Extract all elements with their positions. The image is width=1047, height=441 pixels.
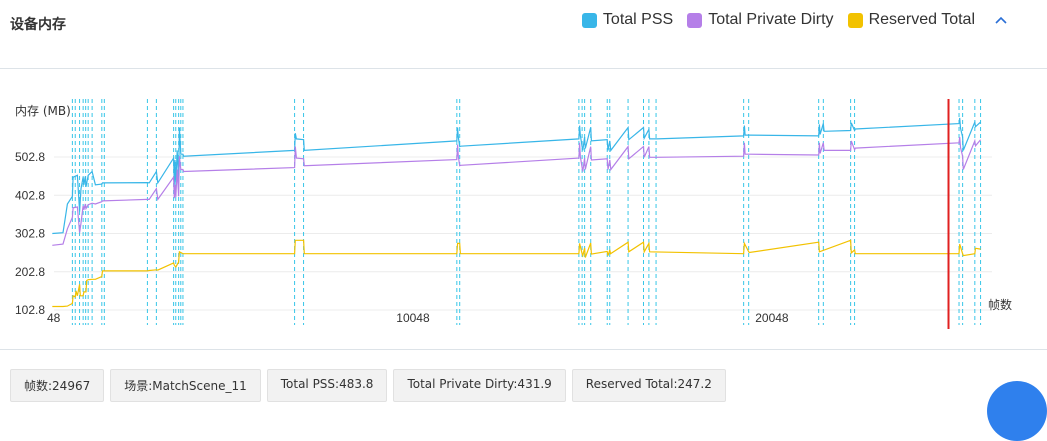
x-tick-label: 10048 (396, 311, 430, 325)
info-total-private-dirty: Total Private Dirty:431.9 (393, 369, 566, 402)
memory-line-chart[interactable]: 502.8 402.8 302.8 202.8 102.8 内存 (MB) 48 10048 2… (0, 69, 1047, 349)
series-line (52, 239, 981, 308)
y-axis-label: 内存 (MB) (15, 104, 71, 118)
chevron-up-icon (995, 16, 1007, 24)
legend-swatch-total-pss (581, 12, 597, 28)
legend-swatch-total-private-dirty (687, 12, 703, 28)
y-tick-label: 102.8 (15, 303, 45, 317)
info-scene: 场景:MatchScene_11 (110, 369, 261, 402)
panel-title: 设备内存 (10, 17, 66, 33)
legend-item-total-pss[interactable]: Total PSS (581, 11, 674, 29)
collapse-button[interactable] (995, 16, 1007, 24)
floating-action-button[interactable] (987, 381, 1047, 441)
y-tick-label: 402.8 (15, 188, 45, 202)
legend-label-reserved-total: Reserved Total (868, 11, 975, 28)
chart-legend: Total PSS Total Private Dirty Reserved T… (581, 11, 1007, 29)
info-reserved-total: Reserved Total:247.2 (571, 369, 726, 402)
info-divider (0, 349, 1047, 350)
legend-item-reserved-total[interactable]: Reserved Total (847, 11, 975, 29)
series-line (52, 136, 982, 246)
y-tick-label: 302.8 (15, 227, 45, 241)
legend-label-total-pss: Total PSS (602, 11, 674, 28)
x-tick-label: 48 (47, 311, 61, 325)
y-tick-label: 502.8 (15, 150, 45, 164)
legend-swatch-reserved-total (847, 12, 863, 28)
info-bar: 帧数:24967 场景:MatchScene_11 Total PSS:483.… (10, 369, 726, 402)
legend-label-total-private-dirty: Total Private Dirty (708, 11, 834, 28)
legend-item-total-private-dirty[interactable]: Total Private Dirty (687, 11, 834, 29)
info-total-pss: Total PSS:483.8 (266, 369, 388, 402)
panel-divider (0, 68, 1047, 69)
series-line (52, 117, 982, 235)
y-tick-label: 202.8 (15, 265, 45, 279)
info-frame-count: 帧数:24967 (10, 369, 105, 402)
x-axis-label: 帧数 (988, 297, 1012, 312)
x-tick-label: 20048 (755, 311, 789, 325)
